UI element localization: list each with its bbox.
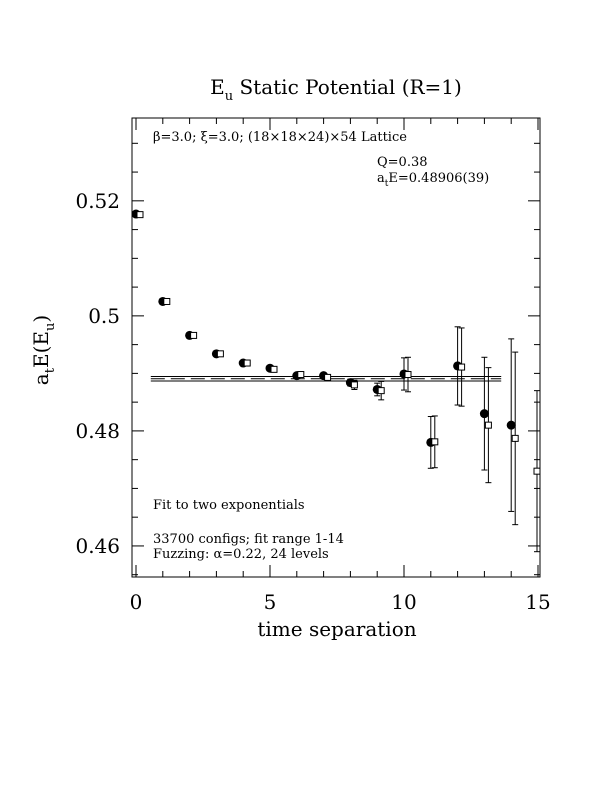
data-point-square — [136, 211, 144, 219]
data-point-square — [484, 421, 492, 429]
data-point-square — [511, 434, 519, 442]
lattice-annotation: β=3.0; ξ=3.0; (18×18×24)×54 Lattice — [153, 130, 407, 145]
data-point-square — [270, 365, 278, 373]
energy-prefix: a — [377, 171, 385, 186]
title-rest: Static Potential (R=1) — [233, 75, 462, 99]
x-tick-label: 5 — [264, 590, 277, 614]
energy-value: E=0.48906(39) — [388, 171, 489, 186]
fuzzing-label: Fuzzing: α=0.22, 24 levels — [153, 547, 329, 562]
fit-label: Fit to two exponentials — [153, 498, 305, 513]
y-tick-labels: 0.46 0.48 0.5 0.52 — [75, 189, 120, 558]
data-point-square — [458, 363, 466, 371]
q-annotation: Q=0.38 — [377, 155, 428, 170]
data-point-square — [190, 331, 198, 339]
data-point-square — [243, 359, 251, 367]
y-tick-label: 0.46 — [75, 534, 120, 558]
data-point-square — [533, 467, 541, 475]
ylabel-main: a — [29, 373, 53, 385]
y-tick-label: 0.5 — [88, 304, 120, 328]
y-axis-label: atE(Eu) — [29, 315, 58, 385]
title-subscript: u — [225, 89, 233, 104]
x-tick-labels: 0 5 10 15 — [130, 590, 551, 614]
configs-label: 33700 configs; fit range 1-14 — [153, 532, 344, 547]
data-point-square — [216, 350, 224, 358]
ylabel-end: ) — [29, 315, 53, 323]
data-point-square — [163, 297, 171, 305]
x-tick-label: 15 — [525, 590, 550, 614]
x-tick-label: 10 — [391, 590, 416, 614]
data-point-square — [297, 371, 305, 379]
plot-frame — [131, 117, 541, 578]
title-main: E — [210, 75, 225, 99]
data-point-square — [404, 371, 412, 379]
chart-title: Eu Static Potential (R=1) — [210, 75, 462, 104]
data-point-circle — [479, 409, 489, 419]
data-points — [131, 209, 541, 553]
data-point-square — [431, 438, 439, 446]
x-axis-label: time separation — [257, 617, 416, 641]
y-tick-label: 0.48 — [75, 419, 120, 443]
data-point-square — [350, 381, 358, 389]
energy-sub: t — [385, 179, 389, 189]
ylabel-sub1: t — [43, 367, 58, 373]
x-tick-label: 0 — [130, 590, 143, 614]
data-point-square — [324, 373, 332, 381]
data-point-square — [377, 387, 385, 395]
data-point-circle — [506, 420, 516, 430]
ylabel-sub2: u — [43, 323, 58, 331]
energy-annotation: atE=0.48906(39) — [377, 171, 489, 189]
ylabel-mid: E(E — [29, 331, 53, 368]
y-tick-label: 0.52 — [75, 189, 120, 213]
